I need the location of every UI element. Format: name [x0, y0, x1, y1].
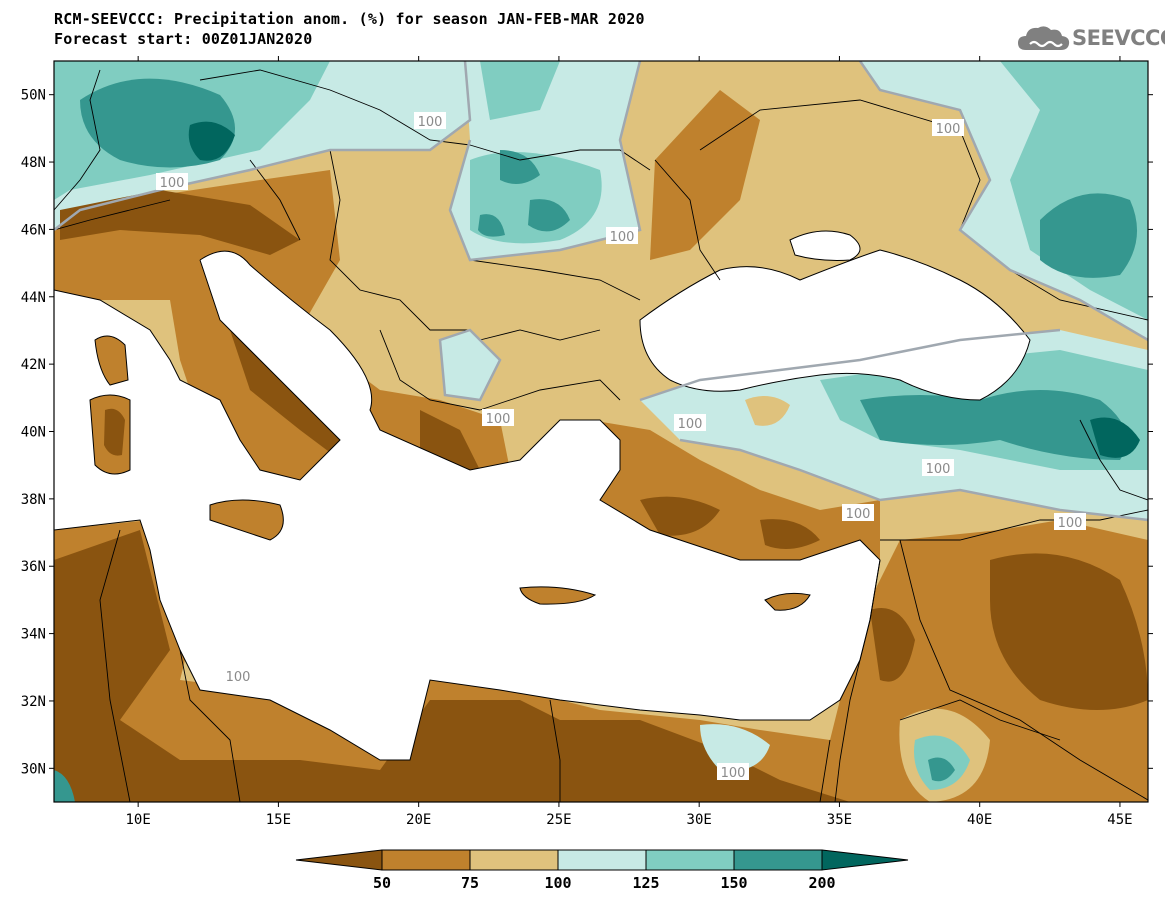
- lon-tick-label: 10E: [126, 812, 151, 828]
- mediterranean-sea: [54, 251, 880, 760]
- field-150-200-sa: [928, 757, 955, 782]
- field-below-50-africa: [54, 530, 850, 802]
- lat-tick-label: 40N: [21, 425, 46, 441]
- lon-tick-label: 45E: [1107, 812, 1132, 828]
- colorbar-swatch: [645, 849, 735, 871]
- field-200-nw: [188, 121, 235, 161]
- lon-tick-label: 40E: [967, 812, 992, 828]
- contour-label: 100: [418, 115, 443, 130]
- lat-tick-label: 36N: [21, 559, 46, 575]
- cloud-icon: [1018, 26, 1070, 50]
- colorbar-swatch: [733, 849, 823, 871]
- longitude-axis: 10E 15E 20E 25E 30E 35E 40E 45E: [126, 56, 1133, 828]
- lon-tick-label: 15E: [266, 812, 291, 828]
- colorbar-swatch: [381, 849, 471, 871]
- coastlines: [54, 230, 1031, 761]
- lat-tick-label: 42N: [21, 357, 46, 373]
- colorbar-label: 100: [544, 874, 571, 892]
- contour-label: 100: [226, 670, 251, 685]
- crete-island: [520, 586, 595, 605]
- contour-label: 100: [610, 230, 635, 245]
- colorbar-swatch: [469, 849, 559, 871]
- lat-tick-label: 34N: [21, 627, 46, 643]
- lon-tick-label: 30E: [687, 812, 712, 828]
- contour-label: 100: [926, 462, 951, 477]
- sicily-island: [210, 500, 284, 540]
- field-100-125-bg: [440, 330, 500, 400]
- lon-tick-label: 35E: [827, 812, 852, 828]
- lon-tick-label: 25E: [546, 812, 571, 828]
- colorbar-label: 200: [808, 874, 835, 892]
- logo-text: SEEVCCC: [1072, 26, 1165, 50]
- chart-title: RCM-SEEVCCC: Precipitation anom. (%) for…: [54, 10, 645, 28]
- map-field: 100 100 100 100 100 100 100 100 100 100 …: [54, 61, 1148, 802]
- field-150-200-sw: [54, 770, 75, 802]
- field-150-200-ne: [1040, 193, 1138, 278]
- contour-label: 100: [846, 507, 871, 522]
- colorbar-arrow-low: [295, 849, 383, 871]
- chart-subtitle: Forecast start: 00Z01JAN2020: [54, 30, 313, 48]
- field-150-200-ro: [478, 150, 570, 237]
- field-150-200-tr: [860, 390, 1127, 460]
- contour-labels: 100 100 100 100 100 100 100 100 100 100 …: [156, 112, 1086, 781]
- lat-tick-label: 32N: [21, 694, 46, 710]
- black-sea: [640, 250, 1030, 400]
- colorbar-label: 125: [632, 874, 659, 892]
- colorbar: 50 75 100 125 150 200: [295, 849, 909, 892]
- field-200-ge: [1090, 417, 1140, 458]
- field-100-125-eg: [700, 724, 770, 771]
- lat-tick-label: 38N: [21, 492, 46, 508]
- seevccc-logo: SEEVCCC: [1016, 22, 1165, 56]
- contour-label: 100: [486, 412, 511, 427]
- sea-of-azov: [790, 231, 860, 261]
- lat-tick-label: 46N: [21, 222, 46, 238]
- colorbar-label: 75: [461, 874, 479, 892]
- lat-tick-label: 48N: [21, 155, 46, 171]
- contour-label: 100: [1058, 516, 1083, 531]
- field-75-100-tr-spot: [745, 396, 790, 426]
- contour-label: 100: [678, 417, 703, 432]
- colorbar-swatch: [557, 849, 647, 871]
- colorbar-label: 50: [373, 874, 391, 892]
- field-50-75-south: [54, 520, 1148, 802]
- latitude-axis: 50N 48N 46N 44N 42N 40N 38N 36N 34N 32N 30N: [21, 88, 1153, 777]
- contour-label: 100: [936, 122, 961, 137]
- lat-tick-label: 50N: [21, 88, 46, 104]
- field-below-50-sy: [870, 608, 915, 682]
- lon-tick-label: 20E: [406, 812, 431, 828]
- field-below-50-an: [640, 496, 820, 549]
- field-125-150-pl: [480, 61, 560, 120]
- contour-100-lines: [54, 61, 1148, 522]
- lat-tick-label: 30N: [21, 761, 46, 777]
- field-50-75-ua: [650, 90, 760, 260]
- colorbar-label: 150: [720, 874, 747, 892]
- contour-label: 100: [721, 766, 746, 781]
- sardinia-core: [104, 408, 125, 456]
- contour-label: 100: [160, 176, 185, 191]
- field-below-50-iq: [990, 553, 1148, 710]
- field-below-50-alps: [60, 190, 300, 255]
- lat-tick-label: 44N: [21, 290, 46, 306]
- colorbar-arrow-high: [821, 849, 909, 871]
